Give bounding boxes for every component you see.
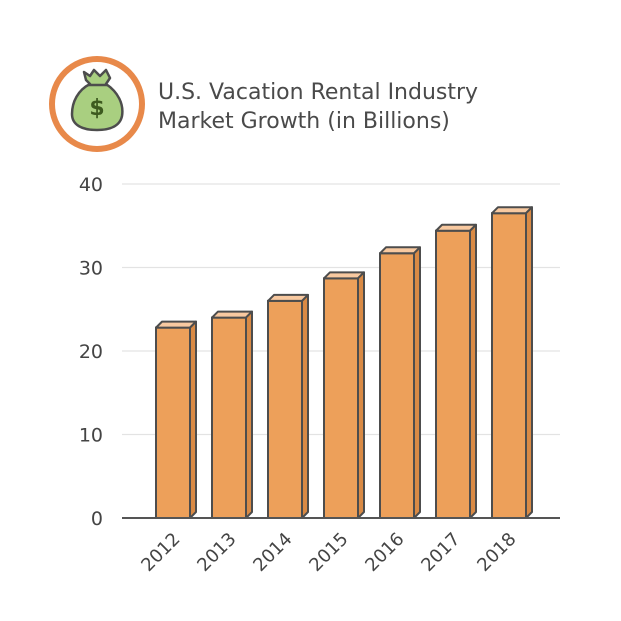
x-tick-label: 2013 [193,529,240,576]
y-axis-tick-labels: 0 10 20 30 40 [79,174,103,530]
bar-side [245,310,253,519]
x-tick-label: 2014 [249,529,296,576]
bar-front [435,229,471,519]
bar-front [267,299,303,519]
icon-ring [49,56,145,152]
chart-title-line-1: U.S. Vacation Rental Industry [158,80,478,105]
bar-side [525,206,533,519]
y-tick-label: 30 [79,258,103,280]
bar-2016 [379,246,421,519]
bar-2012 [155,320,197,519]
bar-front [379,252,415,519]
bar-2013 [211,310,253,519]
x-tick-label: 2012 [137,529,184,576]
bar-side [357,271,365,519]
bar-front [491,212,527,519]
y-tick-label: 0 [91,508,103,530]
bars [155,206,533,520]
bar-side [189,320,197,519]
bar-2015 [323,271,365,520]
bar-2018 [491,206,533,519]
money-bag-icon: $ [49,56,145,152]
x-tick-label: 2015 [305,529,352,576]
bar-2014 [267,293,309,519]
x-tick-label: 2017 [417,529,464,576]
bar-side [413,246,421,519]
x-tick-label: 2016 [361,529,408,576]
chart-title-line-2: Market Growth (in Billions) [158,109,450,134]
bar-side [469,223,477,519]
dollar-symbol: $ [89,96,104,121]
bar-2017 [435,223,477,519]
bar-side [301,293,309,519]
x-axis-tick-labels: 2012 2013 2014 2015 2016 2017 2018 [137,529,520,576]
y-tick-label: 20 [79,341,103,363]
y-tick-label: 10 [79,425,103,447]
y-tick-label: 40 [79,174,103,196]
bar-front [155,326,191,519]
bar-front [211,316,247,519]
x-tick-label: 2018 [473,529,520,576]
bar-front [323,277,359,520]
